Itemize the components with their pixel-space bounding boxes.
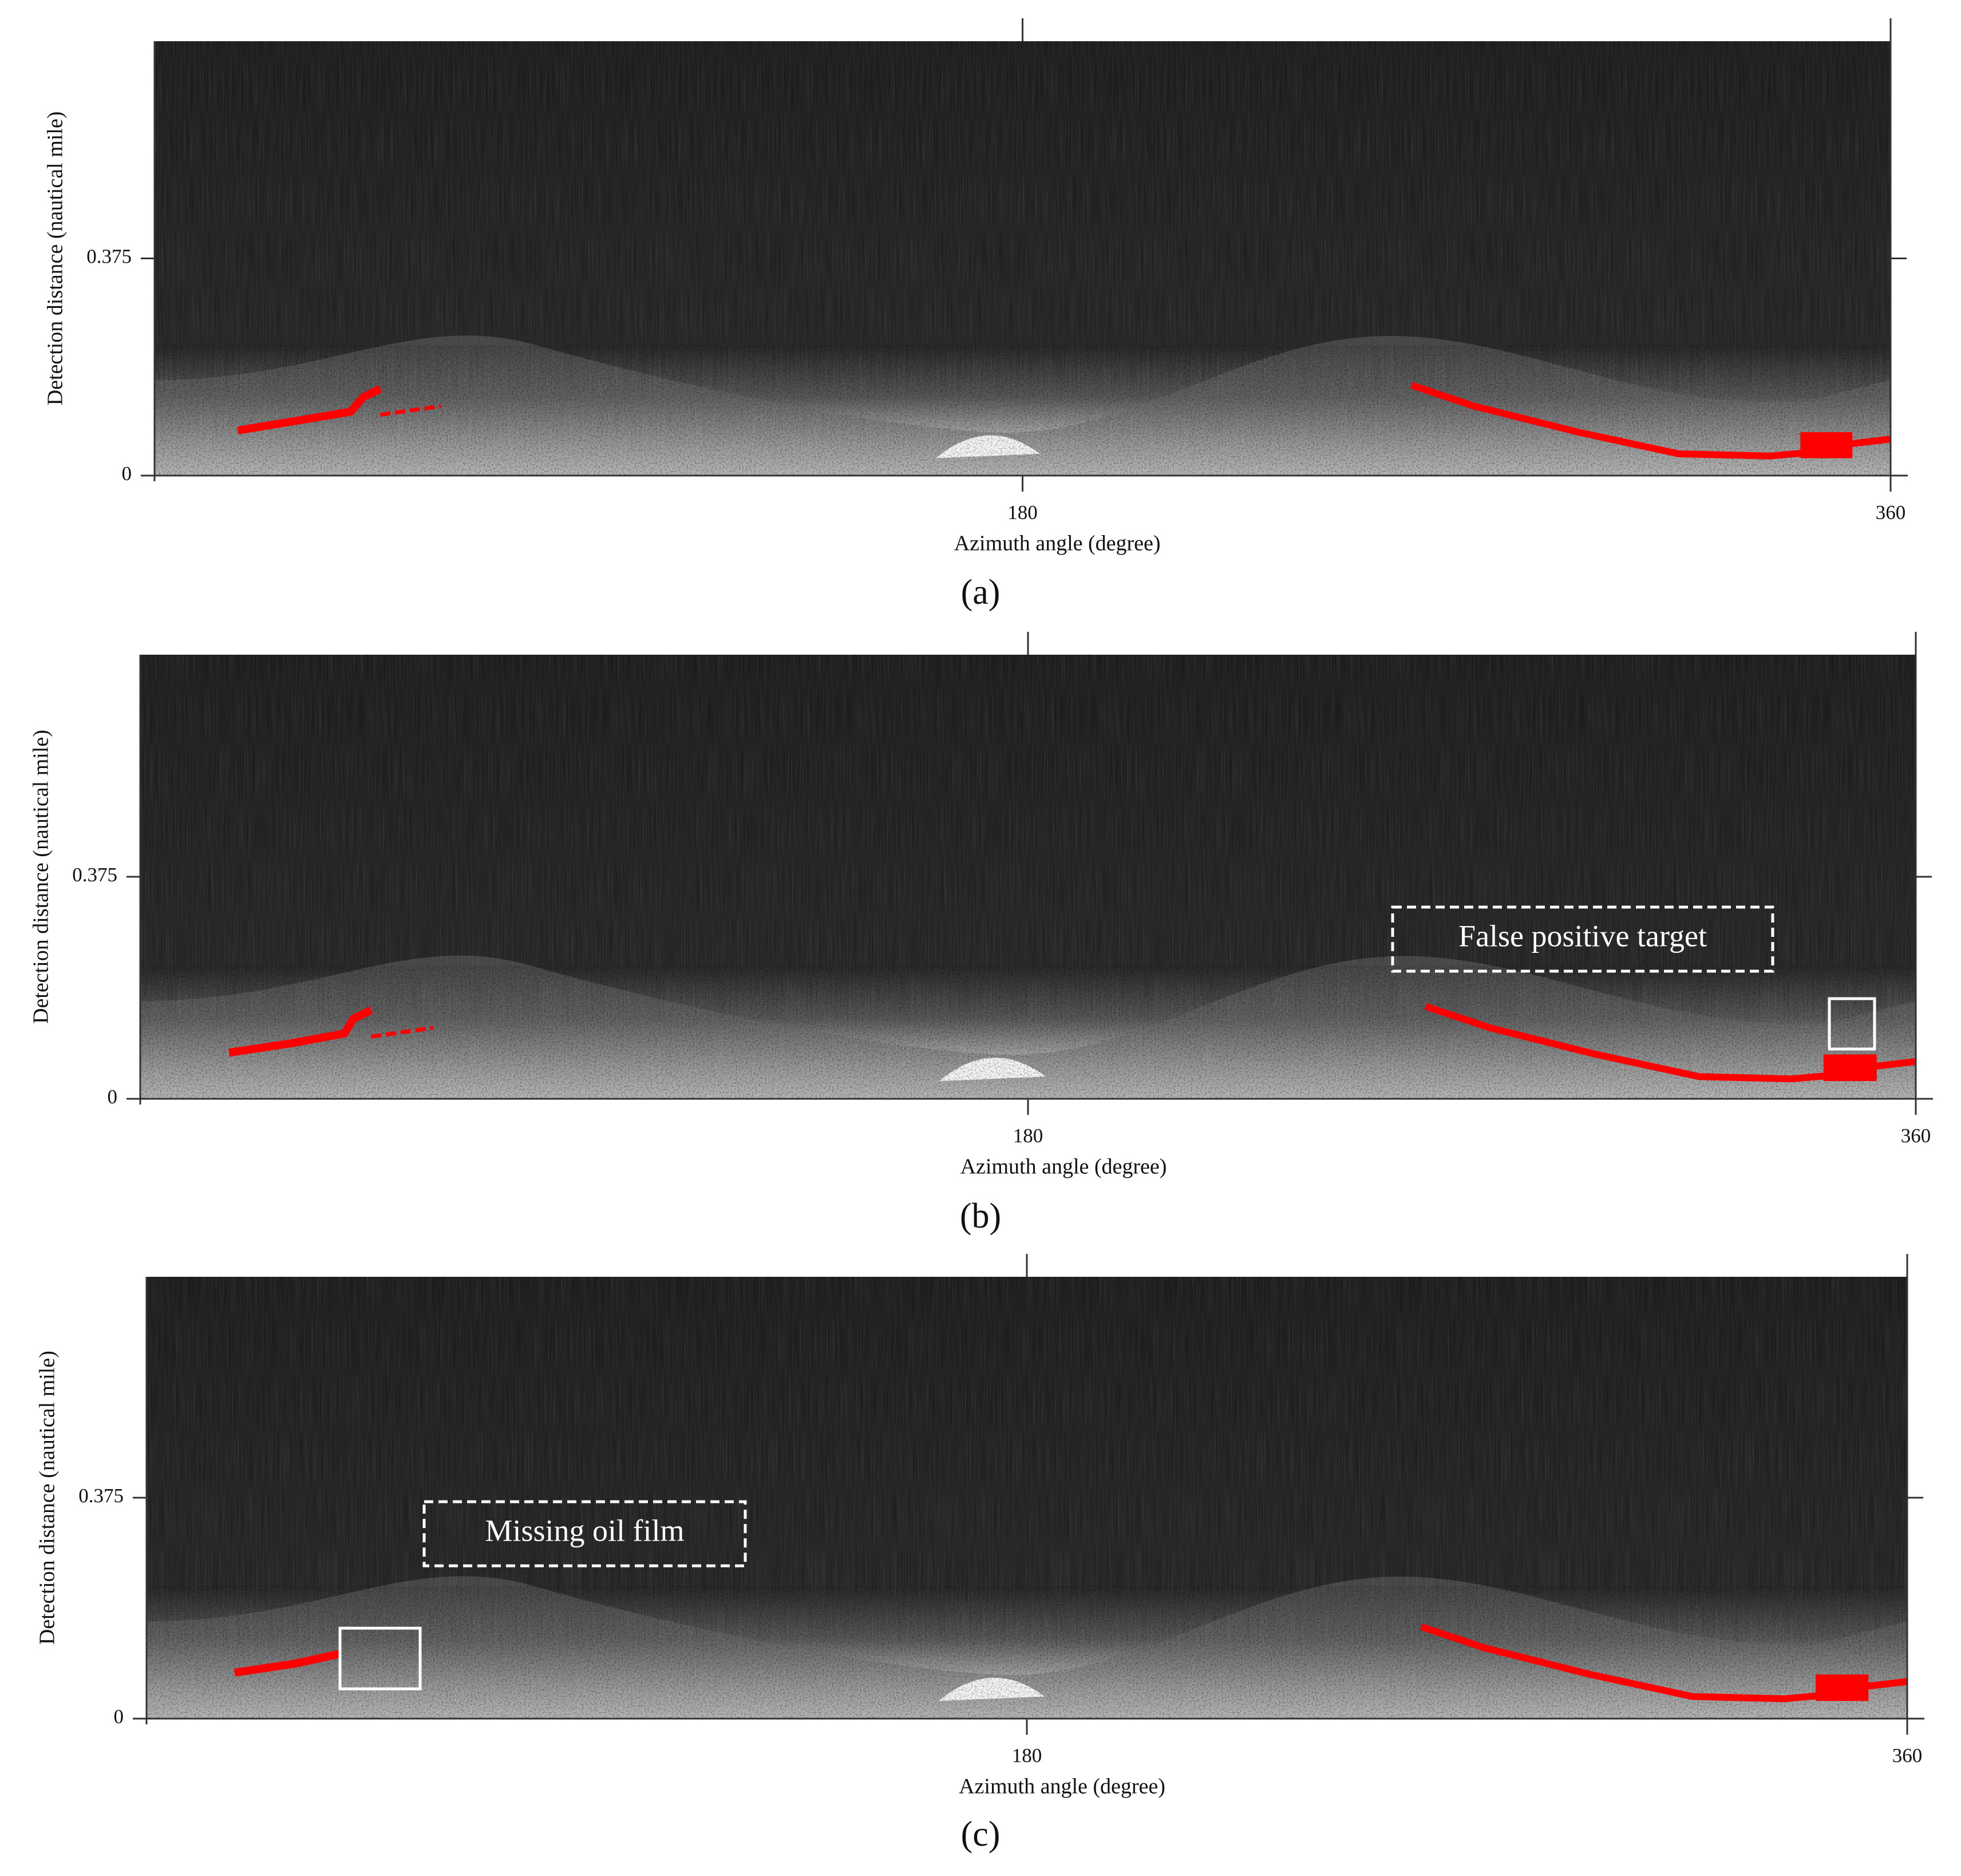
oil-film (379, 404, 441, 417)
oil-film (1823, 1054, 1877, 1081)
x-axis-label: Azimuth angle (degree) (960, 1155, 1167, 1179)
speckle-texture (140, 965, 1916, 1099)
y-axis-label: Detection distance (nautical mile) (35, 1351, 60, 1645)
speckle-texture (155, 345, 1891, 476)
oil-film (1800, 432, 1853, 458)
x-tick-label: 180 (1007, 501, 1038, 524)
y-tick-label: 0 (108, 1086, 118, 1108)
annotation-box (422, 1500, 747, 1568)
x-tick-label: 360 (1892, 1744, 1923, 1767)
panel-label: (a) (961, 573, 1001, 612)
y-tick-label: 0.375 (86, 246, 132, 268)
panel-label: (c) (961, 1815, 1001, 1854)
annotation-text: False positive target (1458, 919, 1707, 953)
y-axis-label: Detection distance (nautical mile) (29, 730, 53, 1024)
x-tick-label: 360 (1876, 501, 1906, 524)
y-axis-label: Detection distance (nautical mile) (44, 112, 68, 406)
x-tick-label: 180 (1012, 1744, 1042, 1767)
y-tick-label: 0 (114, 1705, 124, 1728)
annotation-text: Missing oil film (485, 1513, 684, 1547)
x-tick-label: 180 (1013, 1125, 1043, 1147)
oil-film (1816, 1674, 1869, 1701)
oil-film (370, 1026, 434, 1039)
speckle-texture (147, 1586, 1907, 1719)
oil-film (237, 385, 382, 435)
y-tick-label: 0.375 (78, 1485, 124, 1507)
panel-label: (b) (960, 1197, 1001, 1236)
y-tick-label: 0.375 (72, 864, 117, 886)
x-axis-label: Azimuth angle (degree) (954, 532, 1161, 556)
x-tick-label: 360 (1901, 1125, 1931, 1147)
annotation-box (1391, 905, 1774, 973)
oil-film (228, 1006, 373, 1057)
oil-film (234, 1649, 341, 1677)
y-tick-label: 0 (122, 462, 132, 485)
highlight-box (1828, 997, 1876, 1051)
highlight-box (338, 1626, 422, 1691)
x-axis-label: Azimuth angle (degree) (959, 1775, 1165, 1799)
